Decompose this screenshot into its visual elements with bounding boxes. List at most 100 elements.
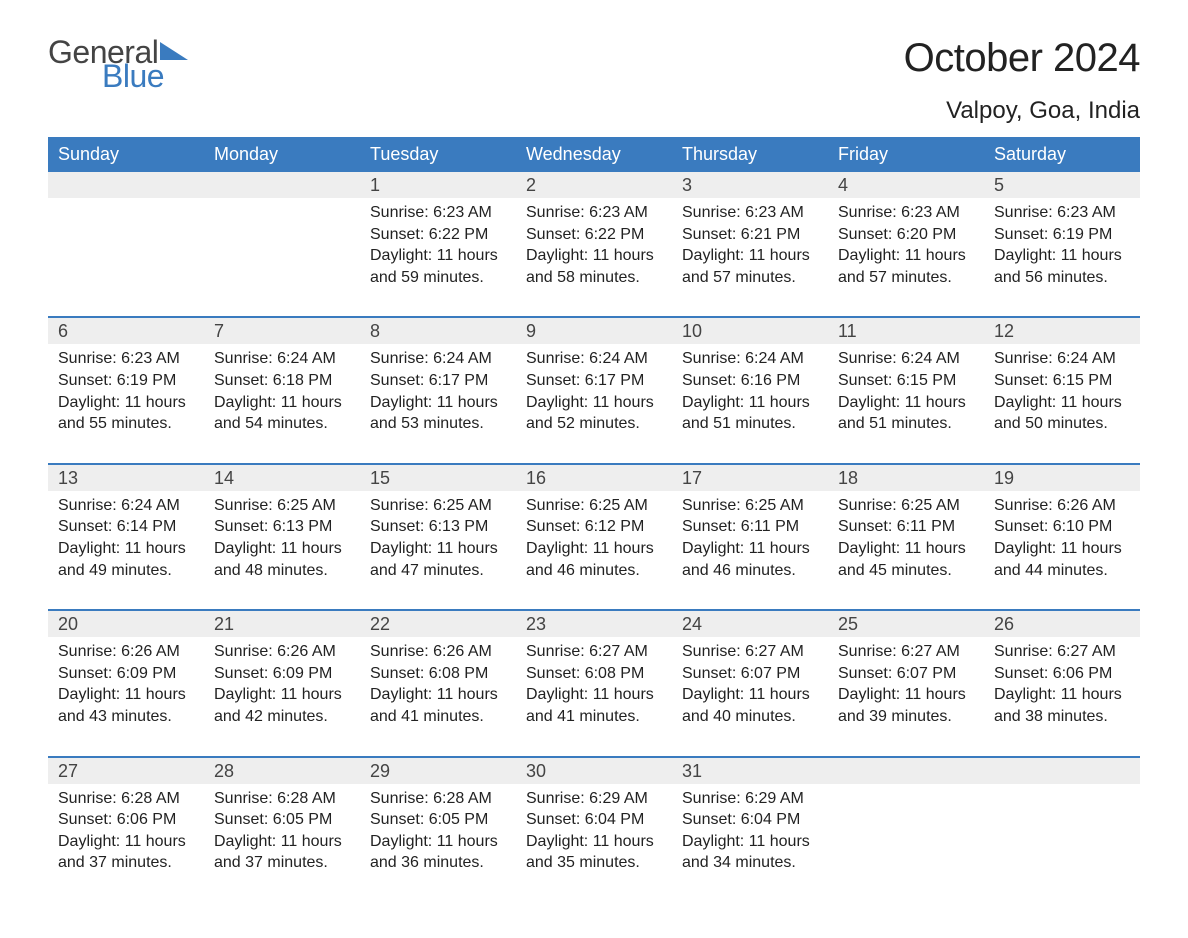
daylight-text-2: and 36 minutes.: [370, 852, 506, 874]
calendar-header-row: SundayMondayTuesdayWednesdayThursdayFrid…: [48, 137, 1140, 172]
day-number-cell: 15: [360, 464, 516, 491]
day-content-cell: Sunrise: 6:28 AMSunset: 6:05 PMDaylight:…: [204, 784, 360, 902]
daylight-text-1: Daylight: 11 hours: [838, 684, 974, 706]
sunset-text: Sunset: 6:05 PM: [214, 809, 350, 831]
day-number-cell: [48, 172, 204, 198]
daylight-text-2: and 48 minutes.: [214, 560, 350, 582]
daylight-text-2: and 41 minutes.: [370, 706, 506, 728]
sunrise-text: Sunrise: 6:27 AM: [526, 641, 662, 663]
sunrise-text: Sunrise: 6:25 AM: [370, 495, 506, 517]
day-content-cell: Sunrise: 6:23 AMSunset: 6:22 PMDaylight:…: [516, 198, 672, 317]
day-number-cell: 25: [828, 610, 984, 637]
sunrise-text: Sunrise: 6:29 AM: [682, 788, 818, 810]
day-content-cell: Sunrise: 6:27 AMSunset: 6:08 PMDaylight:…: [516, 637, 672, 756]
daylight-text-1: Daylight: 11 hours: [370, 684, 506, 706]
daylight-text-1: Daylight: 11 hours: [682, 392, 818, 414]
day-number-cell: 6: [48, 317, 204, 344]
daylight-text-1: Daylight: 11 hours: [58, 684, 194, 706]
day-content-cell: Sunrise: 6:24 AMSunset: 6:14 PMDaylight:…: [48, 491, 204, 610]
sunset-text: Sunset: 6:08 PM: [526, 663, 662, 685]
day-content-row: Sunrise: 6:26 AMSunset: 6:09 PMDaylight:…: [48, 637, 1140, 756]
daylight-text-1: Daylight: 11 hours: [370, 538, 506, 560]
day-content-cell: Sunrise: 6:23 AMSunset: 6:21 PMDaylight:…: [672, 198, 828, 317]
daylight-text-2: and 44 minutes.: [994, 560, 1130, 582]
day-number-cell: 30: [516, 757, 672, 784]
sunset-text: Sunset: 6:09 PM: [214, 663, 350, 685]
sunrise-text: Sunrise: 6:23 AM: [838, 202, 974, 224]
daylight-text-1: Daylight: 11 hours: [214, 392, 350, 414]
sunset-text: Sunset: 6:22 PM: [526, 224, 662, 246]
day-content-row: Sunrise: 6:24 AMSunset: 6:14 PM Daylight:…: [48, 491, 1140, 610]
sunset-text: Sunset: 6:08 PM: [370, 663, 506, 685]
sunset-text: Sunset: 6:05 PM: [370, 809, 506, 831]
day-content-cell: Sunrise: 6:27 AMSunset: 6:07 PMDaylight:…: [828, 637, 984, 756]
daylight-text-1: Daylight: 11 hours: [682, 684, 818, 706]
day-number-cell: 27: [48, 757, 204, 784]
daylight-text-2: and 47 minutes.: [370, 560, 506, 582]
day-content-cell: Sunrise: 6:26 AMSunset: 6:08 PMDaylight:…: [360, 637, 516, 756]
daylight-text-2: and 46 minutes.: [682, 560, 818, 582]
daylight-text-2: and 58 minutes.: [526, 267, 662, 289]
daylight-text-2: and 35 minutes.: [526, 852, 662, 874]
daylight-text-1: Daylight: 11 hours: [58, 831, 194, 853]
sunset-text: Sunset: 6:10 PM: [994, 516, 1130, 538]
logo-text-blue: Blue: [102, 60, 188, 92]
daylight-text-2: and 54 minutes.: [214, 413, 350, 435]
page-header: General Blue October 2024 Valpoy, Goa, I…: [48, 36, 1140, 133]
day-number-cell: 4: [828, 172, 984, 198]
day-content-cell: [984, 784, 1140, 902]
day-content-cell: Sunrise: 6:25 AMSunset: 6:13 PMDaylight:…: [360, 491, 516, 610]
day-content-cell: Sunrise: 6:23 AMSunset: 6:20 PMDaylight:…: [828, 198, 984, 317]
sunrise-text: Sunrise: 6:25 AM: [682, 495, 818, 517]
day-header: Tuesday: [360, 137, 516, 172]
sunset-text: Sunset: 6:15 PM: [994, 370, 1130, 392]
day-number-cell: 11: [828, 317, 984, 344]
sunset-text: Sunset: 6:13 PM: [370, 516, 506, 538]
sunrise-text: Sunrise: 6:23 AM: [994, 202, 1130, 224]
sunrise-text: Sunrise: 6:23 AM: [682, 202, 818, 224]
day-number-cell: 14: [204, 464, 360, 491]
daylight-text-2: and 57 minutes.: [838, 267, 974, 289]
sunrise-text: Sunrise: 6:26 AM: [994, 495, 1130, 517]
sunrise-text: Sunrise: 6:28 AM: [58, 788, 194, 810]
daylight-text-2: and 59 minutes.: [370, 267, 506, 289]
day-content-cell: Sunrise: 6:27 AMSunset: 6:07 PMDaylight:…: [672, 637, 828, 756]
day-content-cell: Sunrise: 6:25 AMSunset: 6:11 PMDaylight:…: [672, 491, 828, 610]
day-number-cell: 5: [984, 172, 1140, 198]
sunset-text: Sunset: 6:11 PM: [838, 516, 974, 538]
sunset-text: Sunset: 6:14 PM: [58, 516, 194, 538]
day-number-cell: 17: [672, 464, 828, 491]
sunset-text: Sunset: 6:19 PM: [994, 224, 1130, 246]
day-content-cell: Sunrise: 6:29 AMSunset: 6:04 PMDaylight:…: [672, 784, 828, 902]
sunset-text: Sunset: 6:11 PM: [682, 516, 818, 538]
sunrise-text: Sunrise: 6:24 AM: [58, 495, 194, 517]
day-number-row: 12345: [48, 172, 1140, 198]
day-number-row: 13141516171819: [48, 464, 1140, 491]
day-content-cell: Sunrise: 6:23 AMSunset: 6:19 PMDaylight:…: [48, 344, 204, 463]
day-number-cell: [828, 757, 984, 784]
day-content-cell: Sunrise: 6:28 AMSunset: 6:05 PMDaylight:…: [360, 784, 516, 902]
day-number-cell: 29: [360, 757, 516, 784]
day-number-cell: 10: [672, 317, 828, 344]
sunrise-text: Sunrise: 6:28 AM: [370, 788, 506, 810]
day-number-row: 2728293031: [48, 757, 1140, 784]
sunrise-text: Sunrise: 6:29 AM: [526, 788, 662, 810]
day-number-cell: 31: [672, 757, 828, 784]
day-number-cell: 16: [516, 464, 672, 491]
sunset-text: Sunset: 6:19 PM: [58, 370, 194, 392]
day-content-row: Sunrise: 6:28 AMSunset: 6:06 PMDaylight:…: [48, 784, 1140, 902]
day-number-cell: 23: [516, 610, 672, 637]
sunset-text: Sunset: 6:21 PM: [682, 224, 818, 246]
daylight-text-2: and 43 minutes.: [58, 706, 194, 728]
daylight-text-1: Daylight: 11 hours: [994, 392, 1130, 414]
sunset-text: Sunset: 6:09 PM: [58, 663, 194, 685]
logo: General Blue: [48, 36, 188, 92]
day-content-cell: Sunrise: 6:25 AMSunset: 6:12 PMDaylight:…: [516, 491, 672, 610]
day-content-cell: Sunrise: 6:29 AMSunset: 6:04 PMDaylight:…: [516, 784, 672, 902]
day-number-cell: 9: [516, 317, 672, 344]
daylight-text-2: and 51 minutes.: [682, 413, 818, 435]
day-header: Friday: [828, 137, 984, 172]
sunset-text: Sunset: 6:15 PM: [838, 370, 974, 392]
daylight-text-2: and 41 minutes.: [526, 706, 662, 728]
daylight-text-1: Daylight: 11 hours: [682, 538, 818, 560]
